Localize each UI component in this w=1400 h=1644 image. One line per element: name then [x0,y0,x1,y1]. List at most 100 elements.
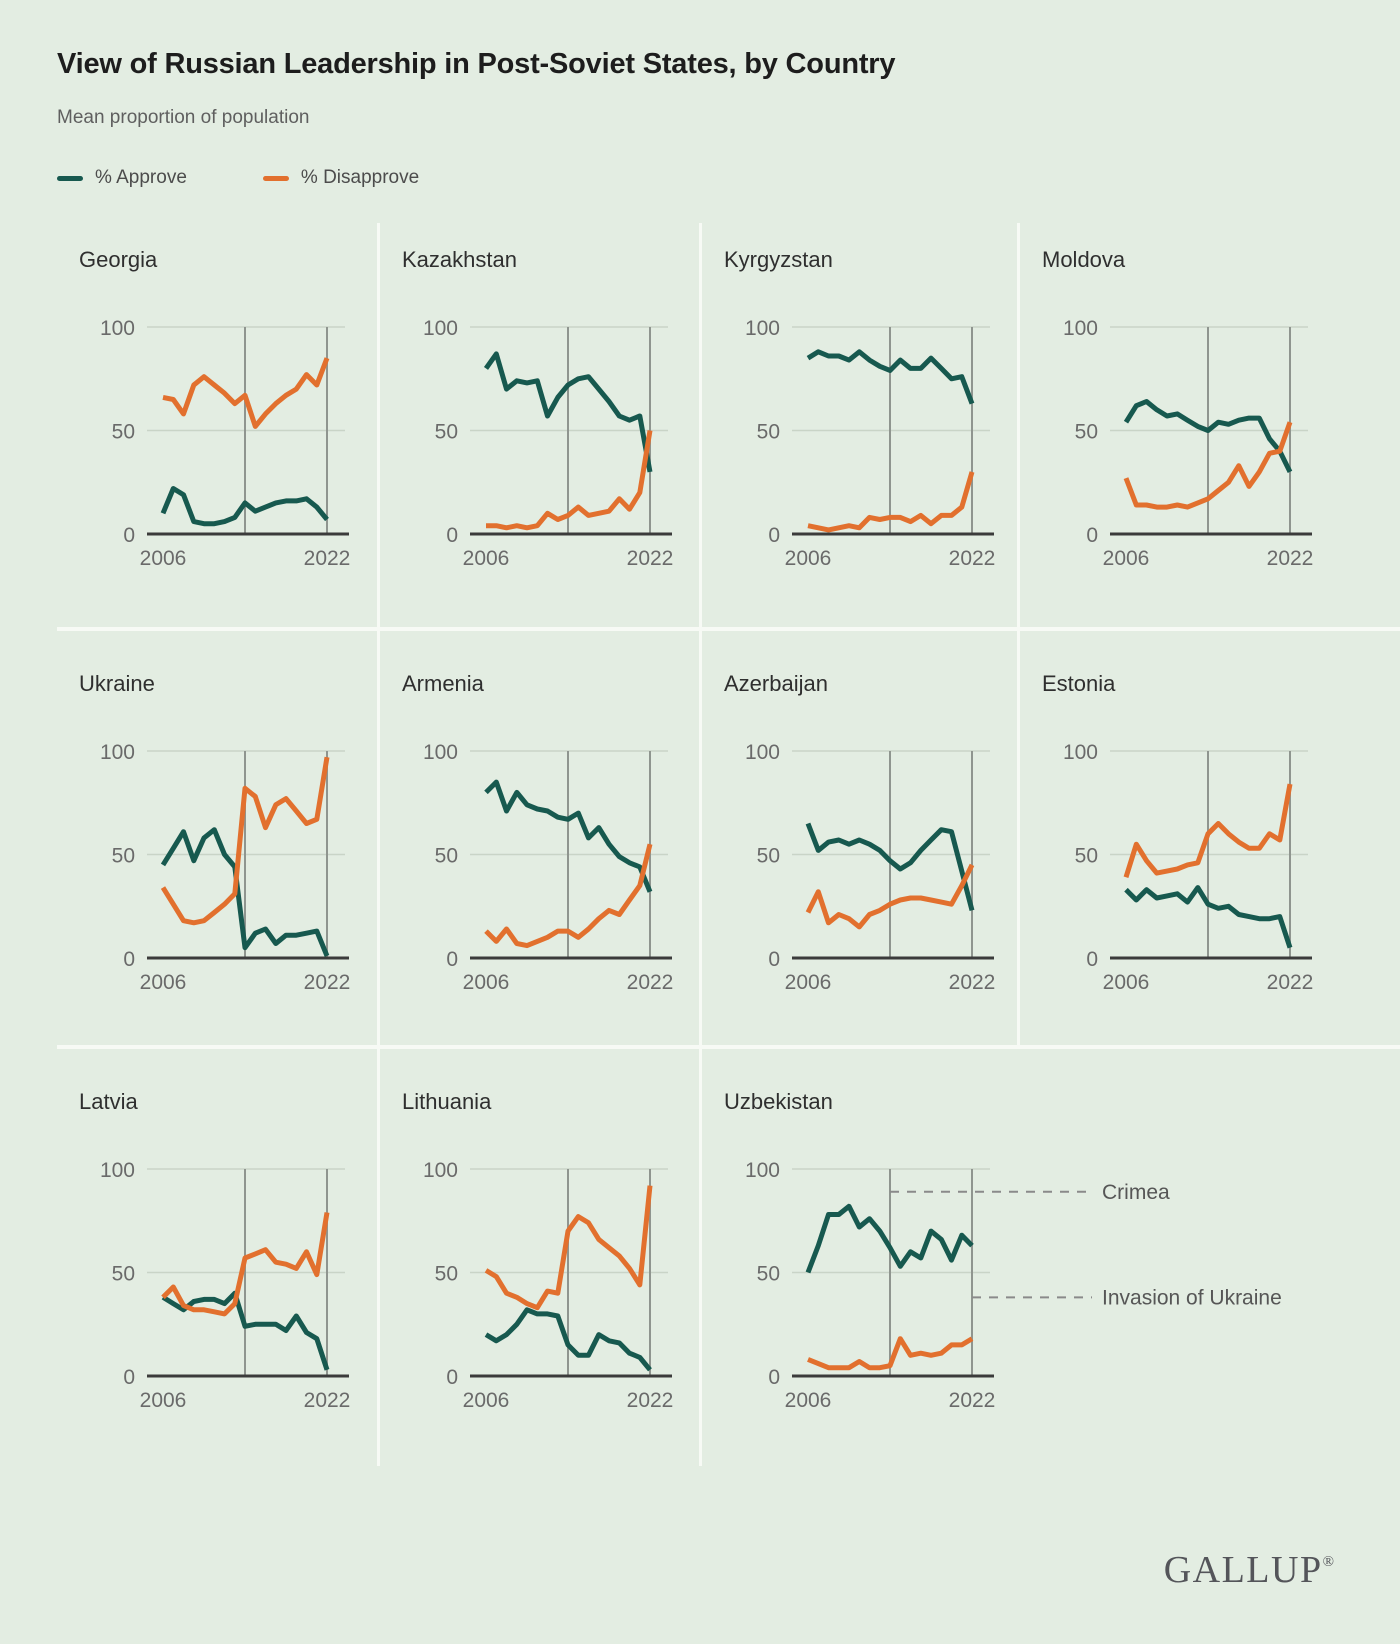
x-tick-label: 2006 [785,547,832,570]
x-tick-label: 2006 [140,1389,187,1412]
x-tick-label: 2022 [1267,971,1314,994]
disapprove-line [162,357,330,429]
approve-line [161,1290,330,1371]
x-tick-label: 2022 [1267,547,1314,570]
x-tick-label: 2006 [140,971,187,994]
disapprove-line [807,471,975,533]
y-tick-label: 100 [100,317,135,340]
y-tick-label: 100 [100,1159,135,1182]
y-tick-label: 50 [757,1263,780,1286]
disapprove-line [1123,421,1293,510]
approve-line [805,1203,974,1274]
chart-cell: Lithuania 100 50 0 2006 2022 [380,1049,702,1466]
y-tick-label: 100 [423,741,458,764]
y-tick-label: 100 [745,317,780,340]
x-tick-label: 2006 [785,1389,832,1412]
chart-cell: Moldova 100 50 0 2006 2022 [1020,223,1400,631]
approve-line [805,822,975,912]
chart-cell: Armenia 100 50 0 2006 2022 [380,631,702,1049]
y-tick-label: 50 [757,421,780,444]
chart-cell: Estonia 100 50 0 2006 2022 [1020,631,1400,1049]
x-tick-label: 2006 [140,547,187,570]
y-tick-label: 0 [446,524,458,547]
legend-label-approve: % Approve [95,167,187,188]
x-tick-label: 2006 [1103,547,1150,570]
y-tick-label: 50 [435,1263,458,1286]
legend-item-approve: % Approve [57,167,187,189]
x-tick-label: 2022 [949,1389,996,1412]
chart-country-label: Kyrgyzstan [724,247,833,272]
y-tick-label: 0 [768,948,780,971]
legend: % Approve % Disapprove [57,167,1400,189]
approve-line [483,351,653,473]
approve-line [1124,885,1293,949]
x-tick-label: 2022 [627,547,674,570]
y-tick-label: 50 [757,845,780,868]
registered-mark-icon: ® [1322,1554,1334,1570]
x-tick-label: 2006 [463,1389,510,1412]
chart-country-label: Armenia [402,671,484,696]
chart-country-label: Kazakhstan [402,247,517,272]
disapprove-line [484,1185,653,1311]
chart-cell: Kyrgyzstan 100 50 0 2006 2022 [702,223,1020,631]
x-tick-label: 2022 [949,547,996,570]
page: View of Russian Leadership in Post-Sovie… [0,48,1400,1591]
y-tick-label: 100 [745,741,780,764]
legend-item-disapprove: % Disapprove [262,167,420,189]
approve-line [160,827,330,957]
disapprove-line [807,1336,974,1371]
legend-label-disapprove: % Disapprove [300,167,420,188]
x-tick-label: 2006 [463,971,510,994]
y-tick-label: 50 [1075,845,1098,868]
disapprove-line [161,1212,330,1317]
disapprove-line-swatch [262,175,289,181]
y-tick-label: 50 [112,1263,135,1286]
disapprove-line [805,863,975,930]
x-tick-label: 2022 [304,1389,351,1412]
disapprove-line [486,430,653,531]
x-tick-label: 2022 [304,547,351,570]
y-tick-label: 100 [100,741,135,764]
charts-grid: Georgia 100 50 0 2006 2022 Kazakhstan 100 50 0… [57,223,1400,1466]
y-tick-label: 0 [446,948,458,971]
x-tick-label: 2022 [949,971,996,994]
y-tick-label: 0 [446,1366,458,1389]
x-tick-label: 2022 [627,1389,674,1412]
y-tick-label: 50 [112,845,135,868]
chart-cell: Azerbaijan 100 50 0 2006 2022 [702,631,1020,1049]
y-tick-label: 100 [423,1159,458,1182]
chart-cell: Latvia 100 50 0 2006 2022 [57,1049,380,1466]
approve-line [484,779,653,893]
y-tick-label: 100 [1063,741,1098,764]
gallup-logo: GALLUP® [1164,1548,1334,1592]
page-subtitle: Mean proportion of population [57,107,310,128]
y-tick-label: 100 [1063,317,1098,340]
approve-line [160,486,329,527]
y-tick-label: 50 [435,845,458,868]
chart-country-label: Uzbekistan [724,1089,833,1114]
chart-country-label: Azerbaijan [724,671,828,696]
y-tick-label: 0 [123,524,135,547]
y-tick-label: 0 [1086,524,1098,547]
disapprove-line [160,756,330,926]
y-tick-label: 0 [768,524,780,547]
annotation-label: Crimea [1102,1181,1170,1204]
chart-cell: Uzbekistan Crimea Invasion of Ukraine 100 5… [702,1049,1400,1466]
x-tick-label: 2006 [785,971,832,994]
y-tick-label: 100 [745,1159,780,1182]
approve-line [1123,399,1293,474]
gallup-wordmark: GALLUP [1163,1549,1323,1591]
chart-country-label: Lithuania [402,1089,492,1114]
approve-line [806,349,975,405]
chart-country-label: Ukraine [79,671,155,696]
x-tick-label: 2006 [1103,971,1150,994]
y-tick-label: 0 [768,1366,780,1389]
